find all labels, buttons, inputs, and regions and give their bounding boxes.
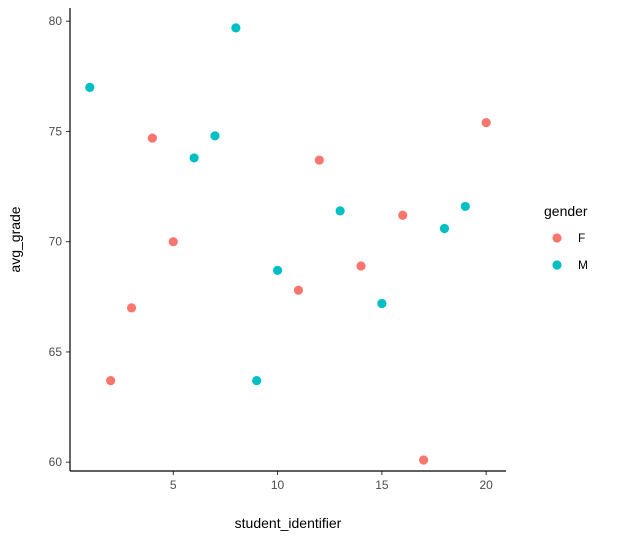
data-point-m [460, 201, 470, 212]
x-axis-ticks: 5 10 15 20 [170, 471, 493, 492]
y-tick-label: 75 [49, 124, 63, 138]
data-point-m [439, 223, 450, 234]
data-point-f [293, 285, 304, 295]
data-point-m [231, 23, 241, 33]
data-point-f [314, 155, 324, 165]
data-point-f [398, 210, 408, 220]
legend-key-f [552, 233, 562, 243]
legend-key-m [552, 260, 562, 270]
data-point-m [377, 298, 387, 309]
data-point-f [147, 133, 158, 143]
data-point-m [189, 153, 199, 163]
y-axis-title: avg_grade [7, 206, 23, 272]
x-axis-title: student_identifier [235, 515, 342, 531]
data-point-f [168, 237, 178, 247]
data-point-m [210, 131, 220, 141]
x-tick-label: 5 [170, 478, 177, 492]
legend: gender FM [544, 203, 588, 272]
y-tick-label: 70 [49, 235, 63, 249]
y-axis-ticks: 60 65 70 75 80 [49, 14, 70, 469]
x-tick-label: 20 [480, 478, 494, 492]
data-point-f [481, 118, 491, 128]
y-tick-label: 65 [49, 345, 63, 359]
data-point-f [106, 376, 116, 386]
legend-label-f: F [578, 231, 585, 245]
data-point-m [335, 206, 345, 216]
data-point-f [356, 261, 366, 271]
data-point-m [252, 376, 262, 386]
x-tick-label: 15 [375, 478, 389, 492]
y-tick-label: 60 [49, 455, 63, 469]
data-points [85, 23, 491, 465]
y-tick-label: 80 [49, 14, 63, 28]
legend-title: gender [544, 203, 588, 219]
data-point-f [126, 303, 137, 313]
x-tick-label: 10 [271, 478, 285, 492]
legend-label-m: M [578, 258, 588, 272]
data-point-f [418, 455, 429, 465]
data-point-m [85, 82, 95, 92]
data-point-m [272, 265, 283, 275]
